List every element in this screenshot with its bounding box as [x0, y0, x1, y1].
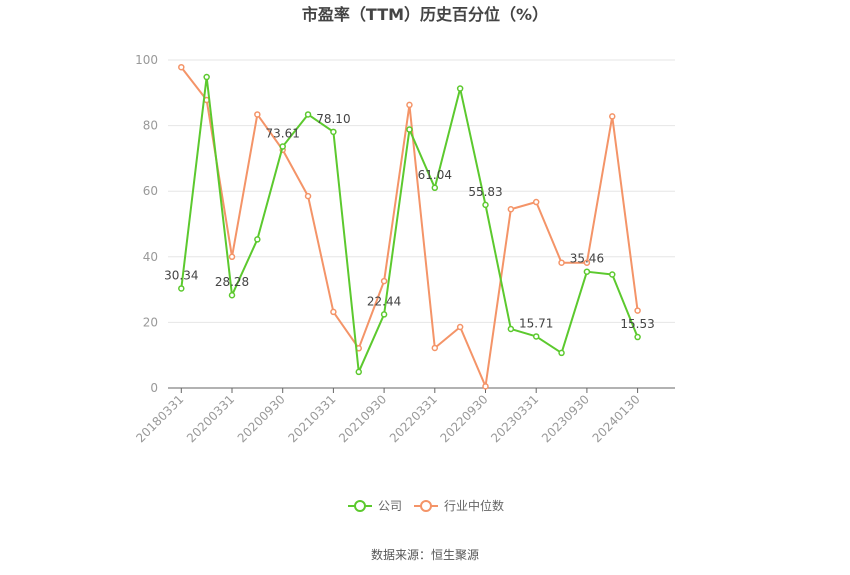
y-tick-label: 100	[135, 53, 158, 67]
y-tick-label: 60	[143, 184, 158, 198]
point-industry	[634, 307, 641, 314]
point-industry	[406, 101, 413, 109]
series-line-company	[180, 76, 639, 373]
data-label-company: 55.83	[468, 185, 502, 199]
x-tick-label: 20230331	[488, 392, 541, 445]
point-industry	[583, 259, 591, 266]
y-tick-label: 80	[143, 119, 158, 133]
point-industry	[330, 308, 337, 316]
legend-label-company: 公司	[378, 499, 402, 513]
legend-marker-company	[354, 500, 366, 512]
point-company	[456, 85, 464, 92]
point-industry	[609, 113, 616, 120]
point-industry	[532, 198, 540, 206]
x-tick-label: 20200930	[235, 392, 288, 445]
point-industry	[456, 323, 464, 331]
data-label-company: 61.04	[418, 168, 452, 182]
point-company	[228, 291, 236, 299]
point-industry	[178, 63, 185, 71]
x-tick-label: 20230930	[539, 392, 592, 445]
source-note: 数据来源：恒生聚源	[371, 547, 479, 562]
chart-title: 市盈率（TTM）历史百分位（%）	[302, 5, 548, 24]
point-industry	[558, 259, 565, 266]
point-company	[558, 349, 565, 357]
x-tick-label: 20240130	[590, 392, 643, 445]
point-company	[482, 201, 489, 209]
point-company	[507, 325, 515, 333]
point-company	[279, 143, 286, 150]
data-label-company: 30.34	[164, 268, 198, 282]
x-tick-label: 20210331	[285, 392, 338, 445]
data-label-company: 28.28	[215, 275, 249, 289]
point-company	[406, 126, 413, 133]
point-industry	[228, 253, 236, 261]
point-company	[634, 333, 641, 341]
y-axis: 0 20 40 60 80 100	[135, 53, 158, 395]
data-label-company: 22.44	[367, 294, 401, 308]
point-company	[254, 236, 261, 243]
x-tick-label: 20220331	[387, 392, 440, 445]
legend-label-industry: 行业中位数	[444, 498, 504, 513]
y-tick-label: 0	[150, 381, 158, 395]
point-industry	[254, 111, 261, 118]
point-industry	[380, 277, 388, 285]
x-tick-label: 20210930	[336, 392, 389, 445]
point-industry	[507, 205, 515, 213]
point-company	[609, 271, 616, 278]
series-line-industry	[180, 66, 639, 388]
data-label-company: 73.61	[266, 127, 300, 141]
x-axis: 2018033120200331202009302021033120210930…	[133, 387, 675, 445]
legend-item-company[interactable]: 公司	[348, 499, 402, 513]
point-company	[355, 368, 362, 376]
x-tick-label: 20220930	[438, 392, 491, 445]
point-company	[304, 111, 312, 118]
point-company	[330, 128, 337, 136]
data-label-company: 15.71	[519, 316, 553, 330]
point-company	[178, 285, 185, 292]
series-layer	[178, 63, 641, 390]
y-tick-label: 40	[143, 250, 158, 264]
point-industry	[482, 383, 489, 390]
data-labels: 30.34 28.28 73.61 78.10 22.44 61.04 55.83 15.71…	[164, 112, 655, 331]
data-label-company: 35.46	[570, 252, 604, 266]
legend-marker-industry	[420, 500, 432, 512]
point-company	[431, 184, 439, 192]
legend-item-industry[interactable]: 行业中位数	[414, 498, 504, 513]
point-company	[583, 268, 591, 275]
x-tick-label: 20200331	[184, 392, 237, 445]
point-industry	[431, 344, 439, 352]
x-tick-label: 20180331	[133, 392, 186, 445]
data-label-company: 78.10	[316, 112, 350, 126]
y-tick-label: 20	[143, 315, 158, 329]
point-company	[532, 333, 540, 340]
legend[interactable]: 公司 行业中位数	[348, 498, 504, 513]
data-label-company: 15.53	[620, 317, 654, 331]
grid	[168, 59, 675, 323]
point-company	[380, 311, 388, 318]
point-company	[203, 73, 210, 81]
point-industry	[304, 192, 312, 200]
